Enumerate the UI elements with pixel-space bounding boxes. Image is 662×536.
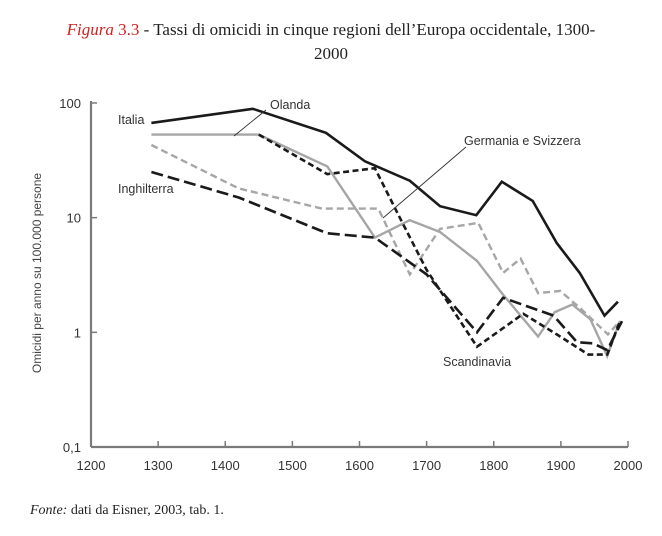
x-tick-label: 1900 [546,458,575,473]
label-italia: Italia [118,113,144,127]
x-tick-label: 2000 [614,458,643,473]
series-line-scandinavia [258,133,622,356]
figure-caption: Figura 3.3 - Tassi di omicidi in cinque … [0,18,662,66]
caption-line-1: Figura 3.3 - Tassi di omicidi in cinque … [0,18,662,42]
germania-leader-line [382,146,467,219]
series-line-olanda [151,133,622,360]
olanda-leader-line [233,109,267,137]
x-tick-label: 1200 [77,458,106,473]
label-inghilterra: Inghilterra [118,182,174,196]
y-tick-label: 0,1 [63,440,81,455]
caption-line-2: 2000 [314,44,348,63]
y-tick-label: 100 [59,96,81,111]
source-note: Fonte: dati da Eisner, 2003, tab. 1. [30,503,224,519]
figure-number: 3.3 [118,20,140,39]
x-tick-label: 1500 [278,458,307,473]
label-germania-svizzera: Germania e Svizzera [464,134,581,148]
series-line-inghilterra [151,170,624,352]
y-tick-label: 1 [74,325,81,340]
series-line-germania-e-svizzera [150,143,621,337]
series-labels: Italia Olanda Germania e Svizzera Inghil… [118,98,581,369]
axes: 0,1 1 10 100 1200 1300 1400 1500 1600 1700 1800 190… [30,96,642,473]
label-olanda: Olanda [270,98,310,112]
series-line-italia [151,107,619,318]
figure-title: - Tassi di omicidi in cinque regioni del… [139,20,596,39]
x-tick-label: 1800 [479,458,508,473]
figure-label: Figura [66,20,114,39]
y-tick-label: 10 [67,211,81,226]
y-axis-label: Omicidi per anno su 100.000 persone [30,173,44,373]
x-tick-label: 1700 [412,458,441,473]
x-tick-label: 1300 [144,458,173,473]
series-layer [150,107,624,360]
x-tick-label: 1600 [345,458,374,473]
label-scandinavia: Scandinavia [443,355,511,369]
source-text: dati da Eisner, 2003, tab. 1. [67,503,224,518]
source-label: Fonte: [30,503,68,518]
x-tick-label: 1400 [211,458,240,473]
